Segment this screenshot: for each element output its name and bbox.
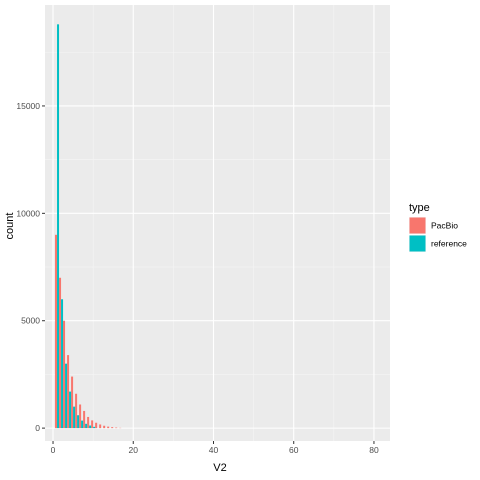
y-tick-label: 5000 bbox=[21, 316, 40, 326]
legend-swatch-reference bbox=[409, 235, 426, 252]
bar-reference bbox=[89, 425, 92, 429]
legend-label-reference: reference bbox=[431, 239, 467, 249]
major-gridlines bbox=[45, 5, 390, 441]
x-tick-label: 80 bbox=[369, 445, 379, 455]
x-tick-label: 20 bbox=[129, 445, 139, 455]
bar-pacbio bbox=[107, 426, 110, 429]
bar-pacbio bbox=[95, 422, 98, 429]
bar-reference bbox=[57, 24, 60, 429]
x-axis-title: V2 bbox=[213, 462, 226, 474]
legend-items: PacBio reference bbox=[409, 217, 467, 252]
bar-pacbio bbox=[91, 420, 94, 429]
bar-pacbio bbox=[55, 234, 58, 429]
x-tick-label: 40 bbox=[209, 445, 219, 455]
bar-pacbio bbox=[83, 410, 86, 429]
bar-reference bbox=[93, 426, 96, 429]
bar-pacbio bbox=[87, 416, 90, 429]
bar-pacbio bbox=[67, 355, 70, 429]
bar-reference bbox=[69, 391, 72, 429]
x-axis: 0 20 40 60 80 bbox=[51, 441, 379, 455]
bar-pacbio bbox=[71, 376, 74, 429]
y-axis-title: count bbox=[4, 213, 16, 240]
legend: type PacBio reference bbox=[409, 202, 467, 252]
legend-swatch-pacbio bbox=[409, 217, 426, 234]
bar-pacbio bbox=[79, 404, 82, 429]
minor-gridlines bbox=[45, 5, 390, 441]
bars-layer bbox=[55, 24, 122, 429]
bar-reference bbox=[77, 415, 80, 429]
bar-pacbio bbox=[111, 427, 114, 429]
legend-label-pacbio: PacBio bbox=[431, 221, 458, 231]
bar-pacbio bbox=[103, 425, 106, 429]
bar-reference bbox=[65, 363, 68, 429]
bar-reference bbox=[73, 406, 76, 429]
bar-pacbio bbox=[75, 393, 78, 429]
y-tick-label: 10000 bbox=[16, 208, 40, 218]
bar-pacbio bbox=[63, 320, 66, 429]
legend-title: type bbox=[409, 202, 430, 214]
bar-pacbio bbox=[59, 277, 62, 429]
bar-pacbio bbox=[99, 424, 102, 429]
y-axis: 0 5000 10000 15000 bbox=[16, 101, 45, 433]
bar-reference bbox=[61, 299, 64, 429]
panel-background bbox=[45, 5, 390, 441]
bar-pacbio bbox=[115, 427, 118, 429]
y-tick-label: 0 bbox=[35, 423, 40, 433]
y-tick-label: 15000 bbox=[16, 101, 40, 111]
bar-reference bbox=[81, 420, 84, 429]
bar-reference bbox=[85, 423, 88, 429]
x-tick-label: 0 bbox=[51, 445, 56, 455]
x-tick-label: 60 bbox=[289, 445, 299, 455]
